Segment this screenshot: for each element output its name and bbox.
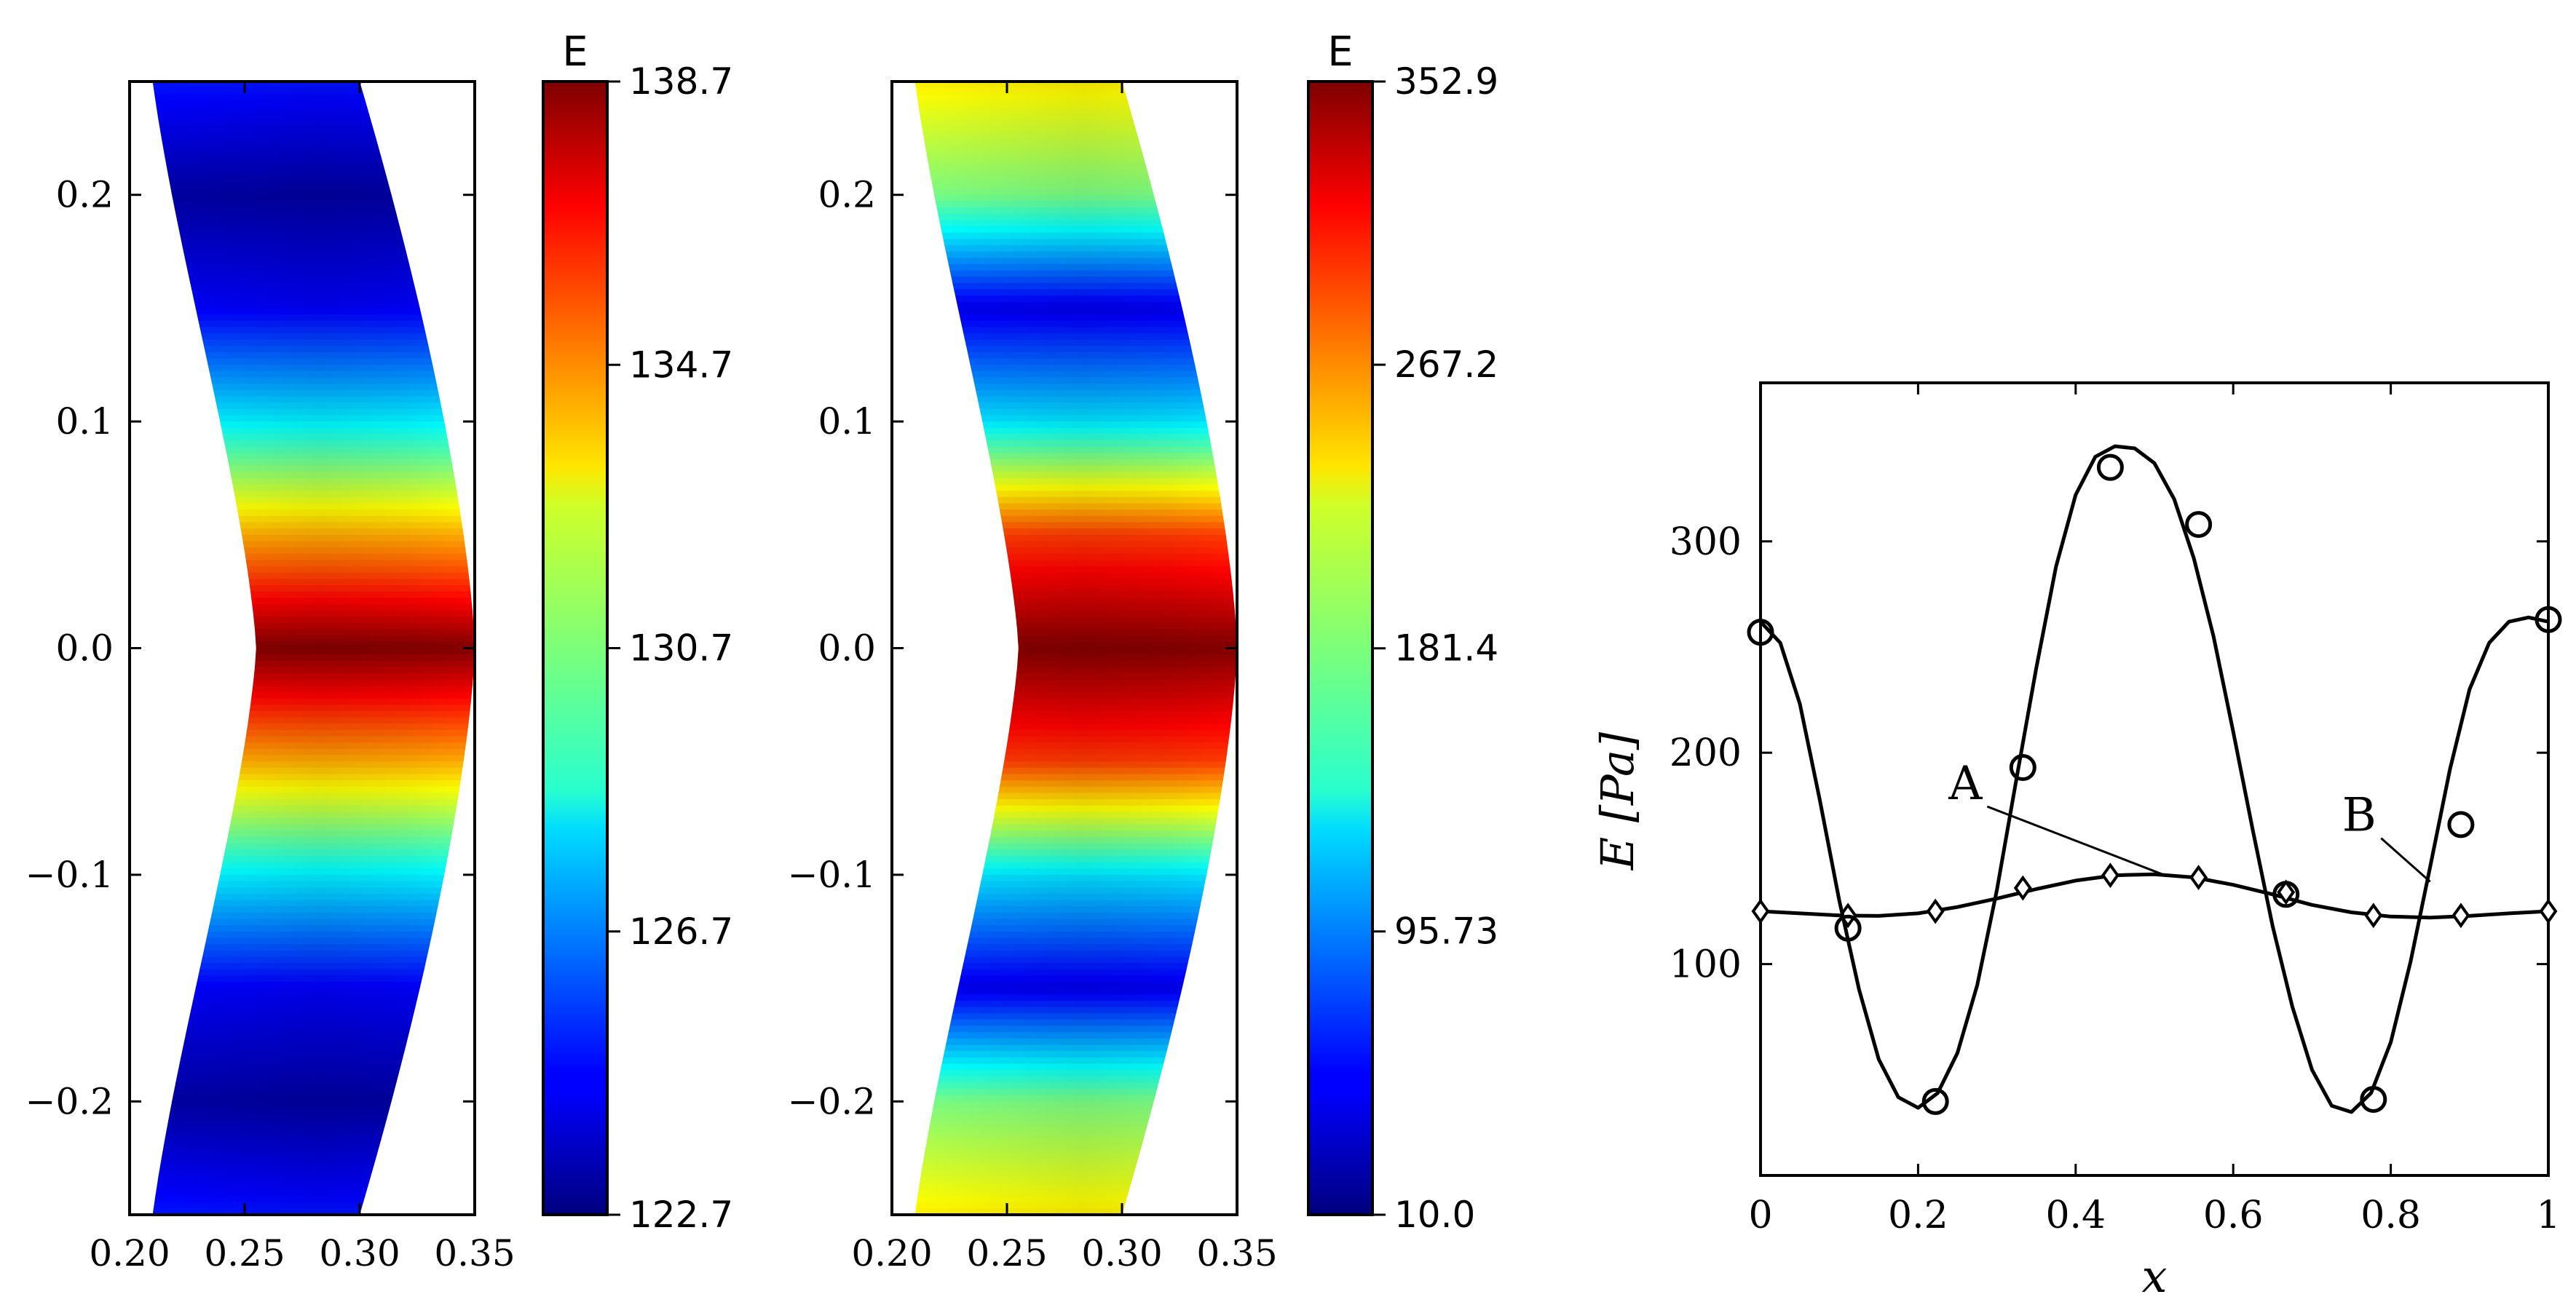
field-b-ticks: 0.20 0.25 0.30 0.35 0.2 0.1 0.0 −0.1 −0.2 [788,82,1278,1274]
y-tick-label: 300 [1670,520,1742,564]
marker-diamond [2364,903,2383,929]
colorbar-tick-label: 122.7 [629,1194,733,1236]
annotation-A: A [1948,757,1983,811]
marker-circle [2009,754,2036,782]
colorbar-tick-label: 181.4 [1394,627,1498,670]
colorbar-tick-label: 10.0 [1394,1194,1475,1236]
y-tick-label: 100 [1670,943,1742,987]
marker-diamond [2189,865,2208,890]
colorbar-title: E [1327,28,1353,76]
series-A [1751,862,2558,929]
field-a-ticks: 0.20 0.25 0.30 0.35 0.2 0.1 0.0 −0.1 −0.2 [25,82,515,1274]
marker-circle [2447,811,2475,838]
field-a-heatmap [152,82,475,1215]
profile-y-axis-label: E [Pa] [1591,731,1644,870]
field-shading [152,82,475,1215]
colorbar-tick-label: 134.7 [629,344,733,386]
colorbar-tick-label: 352.9 [1394,60,1498,103]
marker-circle [1747,619,1774,646]
annotation-leader-A [1986,805,2163,876]
marker-circle [2096,453,2124,481]
marker-diamond [1926,898,1945,924]
colorbar-gradient [543,82,607,1215]
y-tick-label: 0.2 [55,174,114,216]
y-tick-label: −0.2 [788,1080,876,1122]
x-tick-label: 1 [2536,1194,2560,1237]
field-band-group [914,82,1237,1215]
series-B [1747,444,2562,1115]
marker-circle [1921,1087,1949,1115]
colorbar-b: E 352.9 267.2 181.4 95.73 10.0 [1307,28,1498,1236]
x-tick-label: 0.25 [966,1232,1047,1274]
field-b-heatmap [914,82,1237,1215]
series-line-B [1759,444,2549,1114]
profile-ticks: 0 0.2 0.4 0.6 0.8 1 100 200 300 [1670,383,2561,1237]
annotation-leader-B [2380,837,2431,883]
field-shading [914,82,1237,1215]
colorbar-a: E 138.7 134.7 130.7 126.7 122.7 [542,28,733,1236]
x-tick-label: 0.25 [204,1232,285,1274]
x-tick-label: 0.20 [89,1232,170,1274]
x-tick-label: 0.35 [434,1232,515,1274]
marker-diamond [2013,875,2032,901]
profile-axes-frame [1759,381,2550,1177]
x-tick-label: 0.35 [1196,1232,1277,1274]
panel-field-a: 0.20 0.25 0.30 0.35 0.2 0.1 0.0 −0.1 −0.2 E 138.7… [25,28,734,1274]
marker-diamond [1751,898,1770,924]
x-tick-label: 0 [1748,1194,1772,1237]
x-tick-label: 0.2 [1888,1194,1948,1237]
marker-circle [2360,1085,2387,1113]
marker-diamond [2539,898,2558,924]
marker-diamond [2101,862,2119,889]
colorbar-title: E [562,28,588,76]
colorbar-tick-label: 267.2 [1394,344,1498,386]
colorbar-gradient [1308,82,1372,1215]
marker-circle [2272,881,2300,908]
x-tick-label: 0.6 [2203,1194,2264,1237]
colorbar-tick-label: 130.7 [629,627,733,670]
y-tick-label: 200 [1670,731,1742,775]
field-band-group [152,82,475,1215]
y-tick-label: −0.2 [25,1080,114,1122]
colorbar-tick-label: 95.73 [1394,911,1498,953]
x-tick-label: 0.30 [319,1232,400,1274]
profile-x-axis-label: x [2142,1250,2168,1303]
y-tick-label: 0.1 [55,400,114,443]
x-tick-label: 0.30 [1081,1232,1162,1274]
y-tick-label: −0.1 [25,854,114,896]
y-tick-label: 0.2 [818,174,876,216]
marker-circle [2185,511,2213,539]
annotation-B: B [2342,789,2377,843]
series-line-A [1760,872,2549,920]
panel-field-b: 0.20 0.25 0.30 0.35 0.2 0.1 0.0 −0.1 −0.2 E 352.9… [788,28,1499,1274]
x-tick-label: 0.4 [2045,1194,2106,1237]
marker-circle [1834,914,1862,942]
y-tick-label: 0.0 [818,627,876,670]
colorbar-tick-label: 126.7 [629,911,733,953]
profile-series: AB [1747,444,2562,1115]
x-tick-label: 0.8 [2360,1194,2421,1237]
y-tick-label: −0.1 [788,854,876,896]
x-tick-label: 0.20 [851,1232,932,1274]
colorbar-tick-label: 138.7 [629,60,733,103]
y-tick-label: 0.0 [55,627,114,670]
marker-diamond [2451,903,2470,929]
y-tick-label: 0.1 [818,400,876,443]
marker-diamond [2277,879,2296,905]
marker-circle [2534,606,2562,633]
